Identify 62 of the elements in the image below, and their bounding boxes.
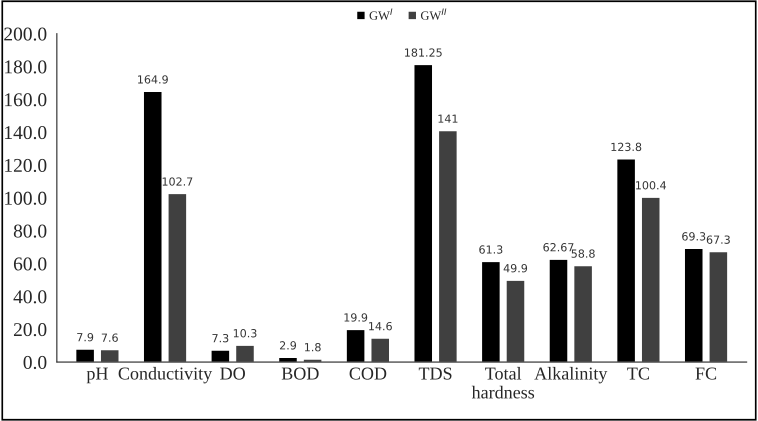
x-tick-label: DO xyxy=(220,367,245,380)
data-label: 67.3 xyxy=(706,235,730,244)
bar xyxy=(100,348,120,362)
x-tick-label: BOD xyxy=(282,367,319,380)
data-label: 58.8 xyxy=(572,249,595,258)
bar xyxy=(640,196,661,362)
y-tick-label: 20.0 xyxy=(14,323,46,336)
data-label: 181.25 xyxy=(405,48,442,57)
data-label: 1.8 xyxy=(304,342,321,352)
bar xyxy=(480,260,502,362)
data-label: 7.3 xyxy=(212,334,228,342)
bar xyxy=(345,328,366,362)
y-tick-label: 180.0 xyxy=(5,60,46,74)
bar xyxy=(142,90,163,362)
data-label: 141 xyxy=(438,114,458,123)
x-tick-label: COD xyxy=(350,367,386,380)
data-label: 123.8 xyxy=(611,142,642,152)
bar xyxy=(234,344,256,362)
y-tick-label: 120.0 xyxy=(5,158,46,172)
y-tick-label: 60.0 xyxy=(14,257,46,271)
data-label: 14.6 xyxy=(369,322,392,330)
data-label: 7.6 xyxy=(102,333,118,342)
data-label: 69.3 xyxy=(682,232,706,241)
x-tick-label: Conductivity xyxy=(118,366,212,384)
bar xyxy=(572,264,594,362)
y-tick-label: 40.0 xyxy=(13,290,46,304)
data-label: 19.9 xyxy=(344,313,368,322)
bar xyxy=(616,158,636,362)
y-tick-label: 0.0 xyxy=(24,356,46,370)
bar xyxy=(708,250,729,362)
data-label: 2.9 xyxy=(280,341,296,350)
data-label: 102.7 xyxy=(162,177,192,186)
y-tick-label: 160.0 xyxy=(5,93,46,106)
legend-label: GW$^{I}$ xyxy=(370,8,392,20)
data-label: 49.9 xyxy=(504,264,528,272)
data-label: 100.4 xyxy=(636,181,666,190)
x-tick-label: pH xyxy=(86,368,108,384)
x-tick-label: FC xyxy=(696,367,716,380)
legend-label: GW$^{II}$ xyxy=(420,8,446,20)
bar xyxy=(684,248,704,362)
data-label: 61.3 xyxy=(479,245,502,254)
y-tick-label: 100.0 xyxy=(5,192,46,205)
y-tick-label: 140.0 xyxy=(5,126,46,140)
x-tick-label: TDS xyxy=(418,367,452,380)
bar xyxy=(413,64,434,362)
bar xyxy=(167,192,188,362)
bar xyxy=(278,356,298,362)
x-tick-label: TC xyxy=(627,367,649,380)
data-label: 62.67 xyxy=(543,243,574,252)
data-label: 164.9 xyxy=(138,75,168,84)
bar xyxy=(505,279,526,362)
x-tick-label: Total hardness xyxy=(472,366,534,399)
data-label: 10.3 xyxy=(234,329,256,338)
bar xyxy=(438,130,458,362)
bar xyxy=(210,349,231,362)
y-tick-label: 80.0 xyxy=(14,224,46,238)
bar xyxy=(548,258,569,362)
bar xyxy=(74,348,96,362)
y-tick-label: 200.0 xyxy=(4,27,46,41)
x-tick-label: Alkalinity xyxy=(534,366,608,384)
bar xyxy=(370,337,390,362)
data-label: 7.9 xyxy=(77,332,94,342)
